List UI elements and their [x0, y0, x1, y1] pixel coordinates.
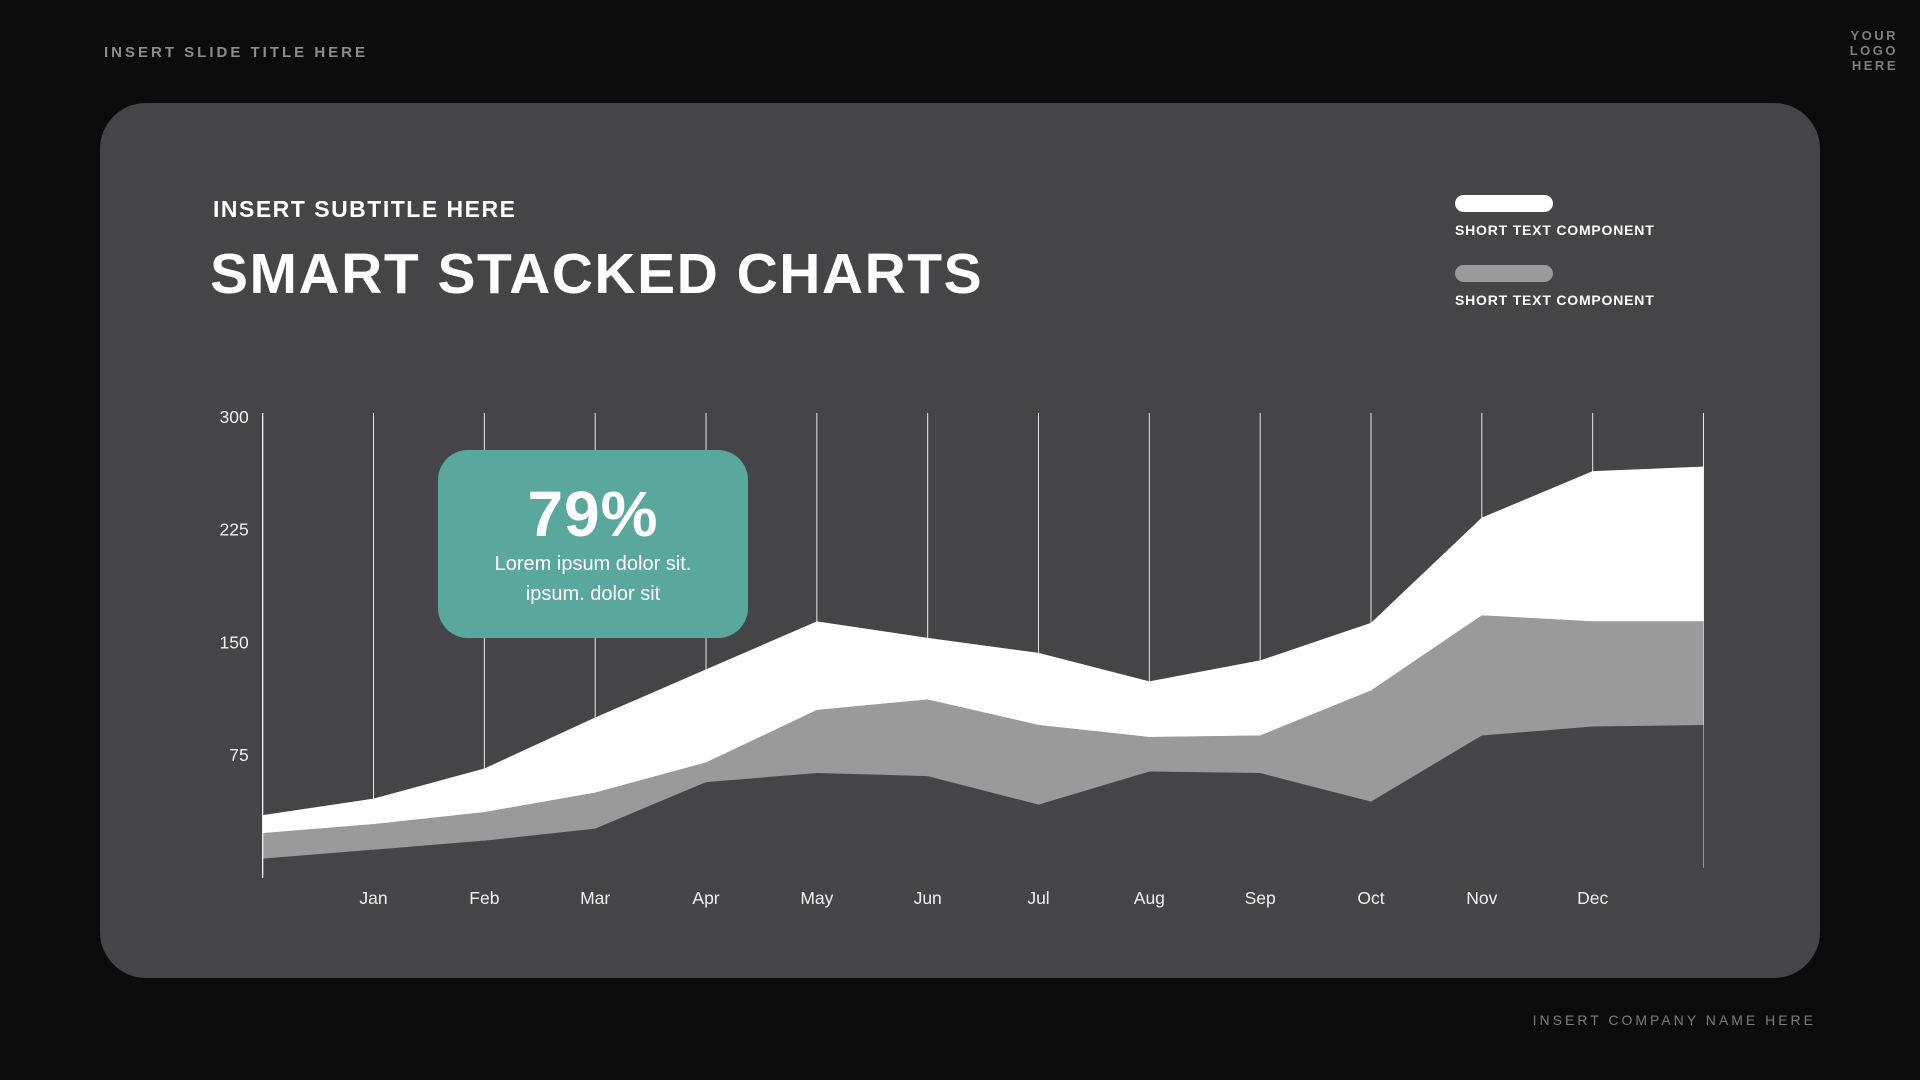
callout-badge: 79% Lorem ipsum dolor sit. ipsum. dolor … [438, 450, 748, 638]
x-tick-label: Jun [914, 888, 942, 908]
callout-text-line: Lorem ipsum dolor sit. [494, 553, 692, 575]
legend-item: SHORT TEXT COMPONENT [1455, 265, 1655, 308]
subtitle: INSERT SUBTITLE HERE [213, 196, 517, 222]
x-tick-label: Jan [359, 888, 387, 908]
x-tick-label: Apr [692, 888, 719, 908]
x-tick-label: Jul [1027, 888, 1049, 908]
logo-line: YOUR [1850, 28, 1898, 43]
x-tick-label: Feb [469, 888, 499, 908]
company-name: INSERT COMPANY NAME HERE [1532, 1012, 1816, 1028]
x-tick-label: Mar [580, 888, 610, 908]
callout-text-line: ipsum. dolor sit [525, 583, 661, 605]
legend-label: SHORT TEXT COMPONENT [1455, 222, 1655, 238]
logo-line: LOGO [1849, 43, 1898, 58]
x-tick-label: Dec [1577, 888, 1608, 908]
callout-value: 79% [527, 478, 659, 550]
logo-placeholder: YOUR LOGO HERE [1850, 28, 1898, 73]
area-baseline-mask [262, 724, 1704, 885]
legend: SHORT TEXT COMPONENT SHORT TEXT COMPONEN… [1455, 195, 1655, 308]
slide-panel: 75 150 225 300 Jan Feb Mar Apr May Jun Jul Aug Sep Oc… [100, 103, 1820, 978]
x-tick-label: May [800, 888, 833, 908]
y-tick-label: 150 [219, 632, 248, 652]
legend-swatch-gray [1455, 265, 1553, 282]
legend-label: SHORT TEXT COMPONENT [1455, 292, 1655, 308]
x-tick-label: Nov [1466, 888, 1497, 908]
legend-swatch-white [1455, 195, 1553, 212]
y-tick-label: 300 [219, 407, 248, 427]
x-tick-label: Aug [1134, 888, 1165, 908]
legend-item: SHORT TEXT COMPONENT [1455, 195, 1655, 238]
x-tick-label: Sep [1245, 888, 1276, 908]
stacked-area-chart: 75 150 225 300 Jan Feb Mar Apr May Jun Jul Aug Sep Oc… [219, 407, 1704, 908]
area-series-white [262, 466, 1704, 834]
area-series-gray [262, 615, 1704, 859]
y-tick-label: 75 [229, 745, 248, 765]
slide-title: INSERT SLIDE TITLE HERE [104, 44, 369, 61]
y-tick-label: 225 [219, 520, 248, 540]
x-tick-label: Oct [1357, 888, 1384, 908]
page-title: SMART STACKED CHARTS [210, 242, 984, 306]
logo-line: HERE [1851, 58, 1898, 73]
